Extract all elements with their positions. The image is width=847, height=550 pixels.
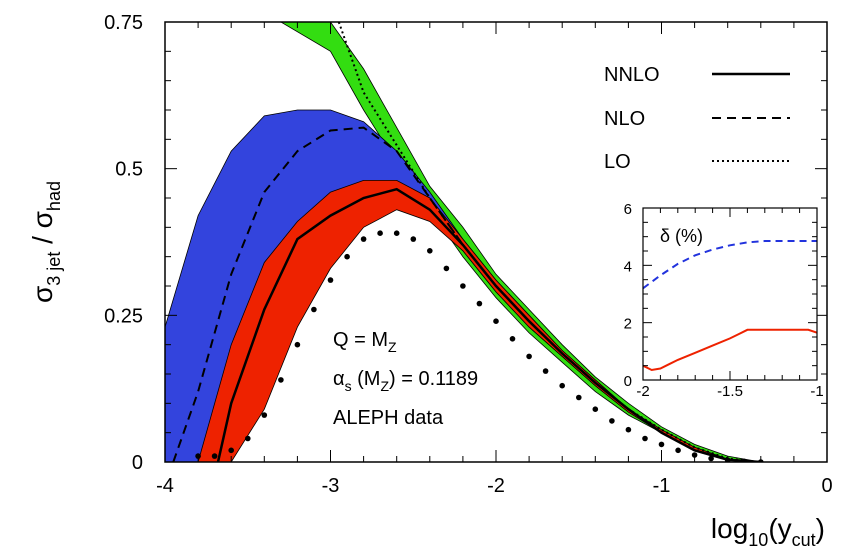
inset-tick-labels: -2 -1.5 -1 0 2 4 6 [624,201,824,400]
y-tick-label: 0.25 [104,305,143,327]
x-label-sub1: 10 [748,530,768,550]
data-point [261,412,268,418]
data-point [476,300,483,307]
data-point [708,455,714,462]
inset-curve-dashed [642,240,817,290]
data-point [427,248,433,254]
inset-y-tick-label: 4 [624,258,632,275]
x-tick-label: -3 [322,475,340,497]
data-point [443,265,450,272]
theory-curves [172,22,761,462]
axis-tick-labels: -4 -3 -2 -1 0 0 0.25 0.5 0.75 [104,12,833,497]
x-axis-label: log10(ycut) [711,513,825,550]
data-point [493,318,499,325]
curve-nlo [172,126,761,462]
data-point [691,452,698,458]
data-point [675,447,681,454]
x-tick-label: -4 [156,475,174,497]
inset-background [643,208,817,380]
inset-curves [642,240,818,372]
inset-ticks [642,207,818,381]
curve-lo [337,22,761,462]
alpha-label: αs (MZ) = 0.1189 [333,368,478,394]
data-point [625,426,632,433]
legend-label-nnlo: NNLO [604,64,660,86]
alpha-label-sub2: Z [380,378,389,394]
x-tick-label: -1 [653,475,671,497]
y-axis-label: σ3 jet / σhad [27,181,64,303]
data-point [278,377,284,383]
x-label-mid: (y [768,513,791,544]
q-label-sub: Z [388,339,397,355]
inset-y-label: δ (%) [660,226,703,246]
inset-x-tick-label: -1 [810,383,823,400]
x-label-pre: log [711,513,748,544]
alpha-label-sub: s [345,378,352,394]
y-tick-label: 0 [132,452,143,474]
data-point [592,406,599,413]
y-tick-label: 0.75 [104,12,143,34]
data-point [642,435,648,442]
data-point [460,283,466,289]
data-point [410,236,417,242]
data-point [360,236,367,242]
legend-label-lo: LO [604,151,631,173]
y-label-sub2: had [44,181,64,211]
data-point [228,447,234,454]
inset-y-tick-label: 6 [624,201,632,218]
data-point [245,435,251,442]
x-tick-label: -2 [487,475,505,497]
data-point [559,382,565,389]
data-point [294,341,301,348]
x-label-sub2: cut [792,530,816,550]
y-label-sep: / σ [27,211,58,252]
data-point [377,230,383,236]
inset-y-tick-label: 2 [624,316,632,333]
inset-curve-solid [642,328,818,372]
data-point [344,253,350,260]
q-label-base: Q = M [333,329,388,351]
inset-x-tick-label: -2 [636,383,649,400]
q-label: Q = MZ [333,329,397,355]
data-point [526,353,532,360]
inset-plot: -2 -1.5 -1 0 2 4 6 δ (%) [624,201,824,400]
alpha-label-base: α [333,368,345,390]
inset-x-tick-label: -1.5 [717,383,743,400]
data-point [393,230,400,236]
data-point [509,336,516,342]
data-label: ALEPH data [333,407,444,429]
data-point [576,394,582,401]
data-point [311,306,317,313]
aleph-data-points [195,230,764,462]
data-point [327,277,334,283]
data-point [211,453,218,459]
legend: NNLO NLO LO [604,64,790,173]
data-point [609,418,615,424]
legend-label-nlo: NLO [604,108,645,130]
x-label-post: ) [816,513,825,544]
inset-y-tick-label: 0 [624,373,632,390]
annotations: Q = MZ αs (MZ) = 0.1189 ALEPH data [333,329,478,429]
y-label-base: σ [27,286,58,303]
data-point [542,368,549,374]
alpha-label-rest: (M [352,368,381,390]
x-tick-label: 0 [821,475,832,497]
alpha-label-rest2: ) = 0.1189 [389,368,478,390]
data-point [741,458,748,462]
y-label-sub1: 3 jet [44,252,64,286]
data-point [658,441,665,448]
y-tick-label: 0.5 [115,159,143,181]
